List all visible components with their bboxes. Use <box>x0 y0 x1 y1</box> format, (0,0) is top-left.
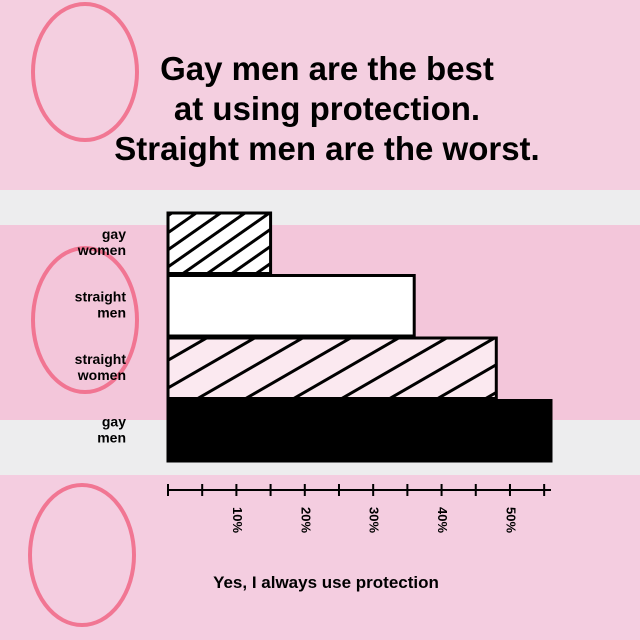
category-label: straight women <box>75 351 127 383</box>
bar <box>166 399 553 463</box>
chart-title: Gay men are the best <box>160 50 494 87</box>
chart-title: at using protection. <box>174 90 480 127</box>
bar <box>166 274 416 338</box>
x-axis-label: Yes, I always use protection <box>213 573 439 592</box>
x-tick-label: 20% <box>298 507 313 533</box>
category-label: straight men <box>75 289 127 321</box>
category-label: gay women <box>77 226 126 258</box>
x-tick-label: 50% <box>504 507 519 533</box>
chart-title: Straight men are the worst. <box>114 130 539 167</box>
x-tick-label: 30% <box>367 507 382 533</box>
x-tick-label: 10% <box>230 507 245 533</box>
bar <box>166 336 498 400</box>
bar <box>166 211 273 275</box>
category-label: gay men <box>97 414 126 446</box>
x-tick-label: 40% <box>435 507 450 533</box>
